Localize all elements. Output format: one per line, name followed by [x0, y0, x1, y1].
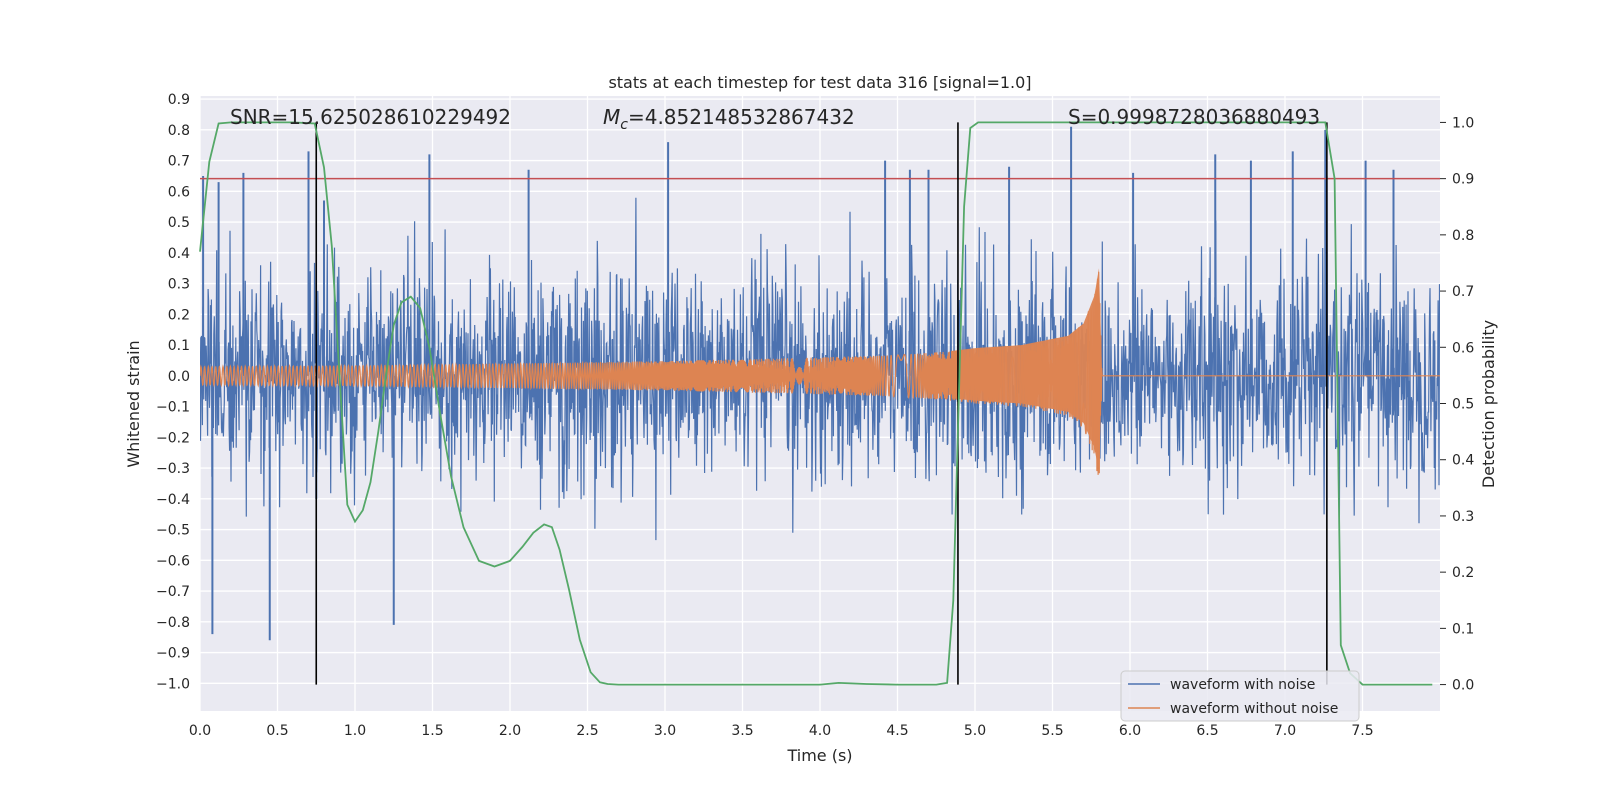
- legend-label-clean: waveform without noise: [1170, 701, 1338, 717]
- legend-box: [1120, 670, 1360, 722]
- chirp-mass-value: =4.852148532867432: [628, 105, 855, 129]
- y2-tick-label: 0.8: [1452, 228, 1474, 244]
- chirp-mass-symbol: M: [603, 105, 620, 129]
- y2-tick-label: 0.6: [1452, 340, 1474, 356]
- y-axis-label: Whitened strain: [124, 340, 143, 467]
- y2-tick-label: 1.0: [1452, 115, 1474, 131]
- y-tick-label: 0.2: [168, 307, 190, 323]
- y-tick-label: 0.7: [168, 154, 190, 170]
- series-waveform-with-noise: [200, 175, 1440, 541]
- x-tick-label: 6.5: [1196, 723, 1218, 739]
- series-waveform-without-noise: [200, 271, 1440, 475]
- y2-tick-label: 0.9: [1452, 172, 1474, 188]
- series-layer: [200, 126, 1440, 641]
- y2-tick-label: 0.1: [1452, 621, 1474, 637]
- x-tick-label: 7.5: [1351, 723, 1373, 739]
- x-tick-label: 4.5: [886, 723, 908, 739]
- y-tick-label: 0.8: [168, 123, 190, 139]
- x-tick-label: 0.5: [266, 723, 288, 739]
- y2-tick-label: 0.5: [1452, 397, 1474, 413]
- x-tick-label: 6.0: [1119, 723, 1141, 739]
- y-tick-label: −0.2: [156, 430, 190, 446]
- x-tick-label: 2.0: [499, 723, 521, 739]
- y-tick-label: −0.5: [156, 523, 190, 539]
- x-axis-label: Time (s): [786, 746, 852, 765]
- y-tick-label: −0.3: [156, 461, 190, 477]
- merger-band: [951, 268, 1103, 473]
- y-tick-label: −1.0: [156, 676, 190, 692]
- legend-label-noise: waveform with noise: [1170, 677, 1315, 693]
- x-tick-label: 5.0: [964, 723, 986, 739]
- snr-annotation: SNR=15.625028610229492: [230, 105, 511, 129]
- y-tick-label: −0.4: [156, 492, 190, 508]
- x-tick-label: 2.5: [576, 723, 598, 739]
- legend: waveform with noise waveform without noi…: [1120, 670, 1360, 722]
- y-tick-label: 0.5: [168, 215, 190, 231]
- x-tick-label: 0.0: [189, 723, 211, 739]
- x-tick-label: 3.0: [654, 723, 676, 739]
- x-tick-label: 1.5: [421, 723, 443, 739]
- y2-tick-label: 0.0: [1452, 678, 1474, 694]
- y2-axis: 1.0 0.9 0.8 0.7 0.6 0.5 0.4 0.3 0.2 0.1 0.0: [1440, 115, 1474, 694]
- y-tick-label: −0.7: [156, 584, 190, 600]
- chirp-mass-subscript: c: [620, 117, 628, 133]
- y-tick-label: −0.6: [156, 553, 190, 569]
- x-tick-label: 4.0: [809, 723, 831, 739]
- series-detection-probability: [199, 121, 1433, 686]
- y-tick-label: 0.4: [168, 246, 190, 262]
- x-tick-label: 3.5: [731, 723, 753, 739]
- y-tick-label: −0.1: [156, 400, 190, 416]
- y-tick-label: 0.9: [168, 92, 190, 108]
- y2-tick-label: 0.3: [1452, 509, 1474, 525]
- y-tick-label: 0.3: [168, 277, 190, 293]
- y2-axis-label: Detection probability: [1479, 320, 1498, 488]
- chirp-mass-annotation: Mc=4.852148532867432: [603, 105, 855, 133]
- y-tick-label: −0.9: [156, 646, 190, 662]
- y-tick-label: 0.1: [168, 338, 190, 354]
- x-tick-label: 5.5: [1041, 723, 1063, 739]
- x-axis: 0.0 0.5 1.0 1.5 2.0 2.5 3.0 3.5 4.0 4.5 5.0 5.5 6.0 6…: [189, 723, 1374, 739]
- y2-tick-label: 0.2: [1452, 565, 1474, 581]
- x-tick-label: 7.0: [1274, 723, 1296, 739]
- x-tick-label: 1.0: [344, 723, 366, 739]
- y-tick-label: 0.6: [168, 184, 190, 200]
- overlay-layer: [199, 121, 1440, 686]
- y-tick-label: 0.0: [168, 369, 190, 385]
- y2-tick-label: 0.4: [1452, 453, 1474, 469]
- chart-title: stats at each timestep for test data 316…: [608, 73, 1031, 92]
- s-annotation: S=0.9998728036880493: [1068, 105, 1320, 129]
- y-axis: 0.9 0.8 0.7 0.6 0.5 0.4 0.3 0.2 0.1 0.0 −0.1 −0.2 −0…: [156, 92, 190, 692]
- y2-tick-label: 0.7: [1452, 284, 1474, 300]
- y-tick-label: −0.8: [156, 615, 190, 631]
